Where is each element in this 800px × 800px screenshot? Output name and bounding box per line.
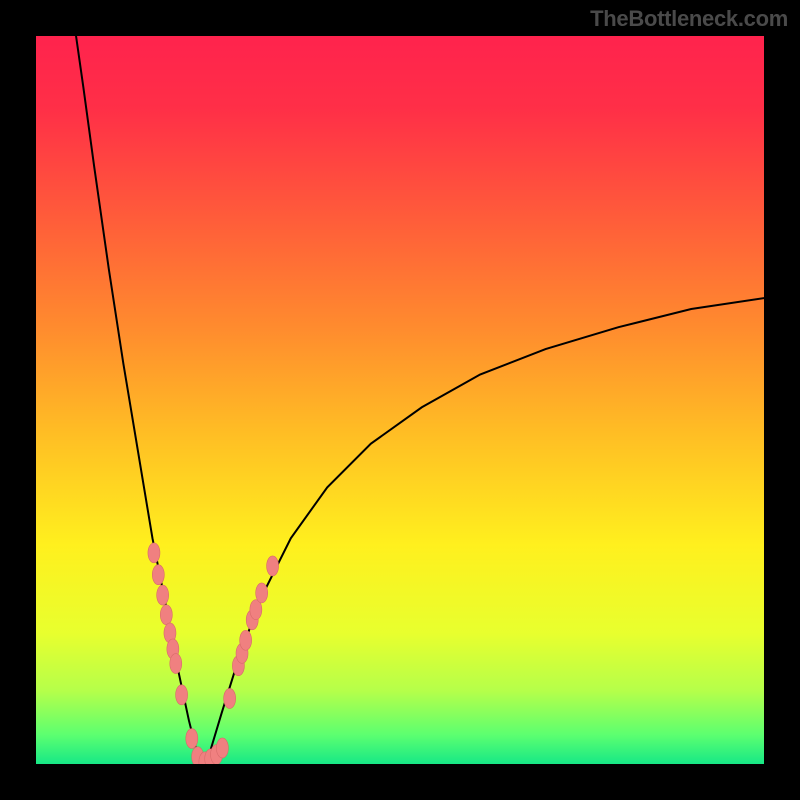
data-marker <box>216 738 228 758</box>
data-marker <box>152 565 164 585</box>
data-marker <box>186 729 198 749</box>
watermark-text: TheBottleneck.com <box>590 6 788 32</box>
chart-svg <box>36 36 764 764</box>
bottleneck-chart <box>36 36 764 764</box>
chart-background <box>36 36 764 764</box>
data-marker <box>267 556 279 576</box>
data-marker <box>160 605 172 625</box>
data-marker <box>240 630 252 650</box>
data-marker <box>256 583 268 603</box>
data-marker <box>170 654 182 674</box>
data-marker <box>157 585 169 605</box>
data-marker <box>148 543 160 563</box>
data-marker <box>224 688 236 708</box>
data-marker <box>176 685 188 705</box>
